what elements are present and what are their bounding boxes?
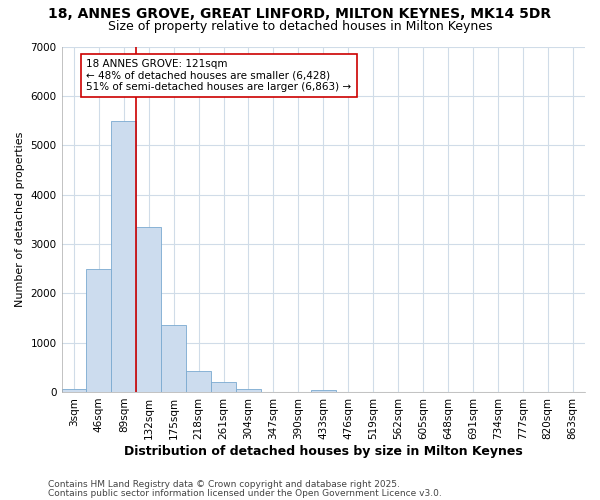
Bar — [161, 326, 186, 392]
Text: 18 ANNES GROVE: 121sqm
← 48% of detached houses are smaller (6,428)
51% of semi-: 18 ANNES GROVE: 121sqm ← 48% of detached… — [86, 59, 352, 92]
Bar — [112, 120, 136, 392]
Bar — [311, 390, 336, 392]
Bar — [186, 370, 211, 392]
Text: 18, ANNES GROVE, GREAT LINFORD, MILTON KEYNES, MK14 5DR: 18, ANNES GROVE, GREAT LINFORD, MILTON K… — [49, 8, 551, 22]
Y-axis label: Number of detached properties: Number of detached properties — [15, 132, 25, 307]
Text: Size of property relative to detached houses in Milton Keynes: Size of property relative to detached ho… — [108, 20, 492, 33]
X-axis label: Distribution of detached houses by size in Milton Keynes: Distribution of detached houses by size … — [124, 444, 523, 458]
Bar — [211, 382, 236, 392]
Text: Contains public sector information licensed under the Open Government Licence v3: Contains public sector information licen… — [48, 489, 442, 498]
Bar — [136, 226, 161, 392]
Text: Contains HM Land Registry data © Crown copyright and database right 2025.: Contains HM Land Registry data © Crown c… — [48, 480, 400, 489]
Bar — [62, 388, 86, 392]
Bar — [236, 388, 261, 392]
Bar — [86, 268, 112, 392]
